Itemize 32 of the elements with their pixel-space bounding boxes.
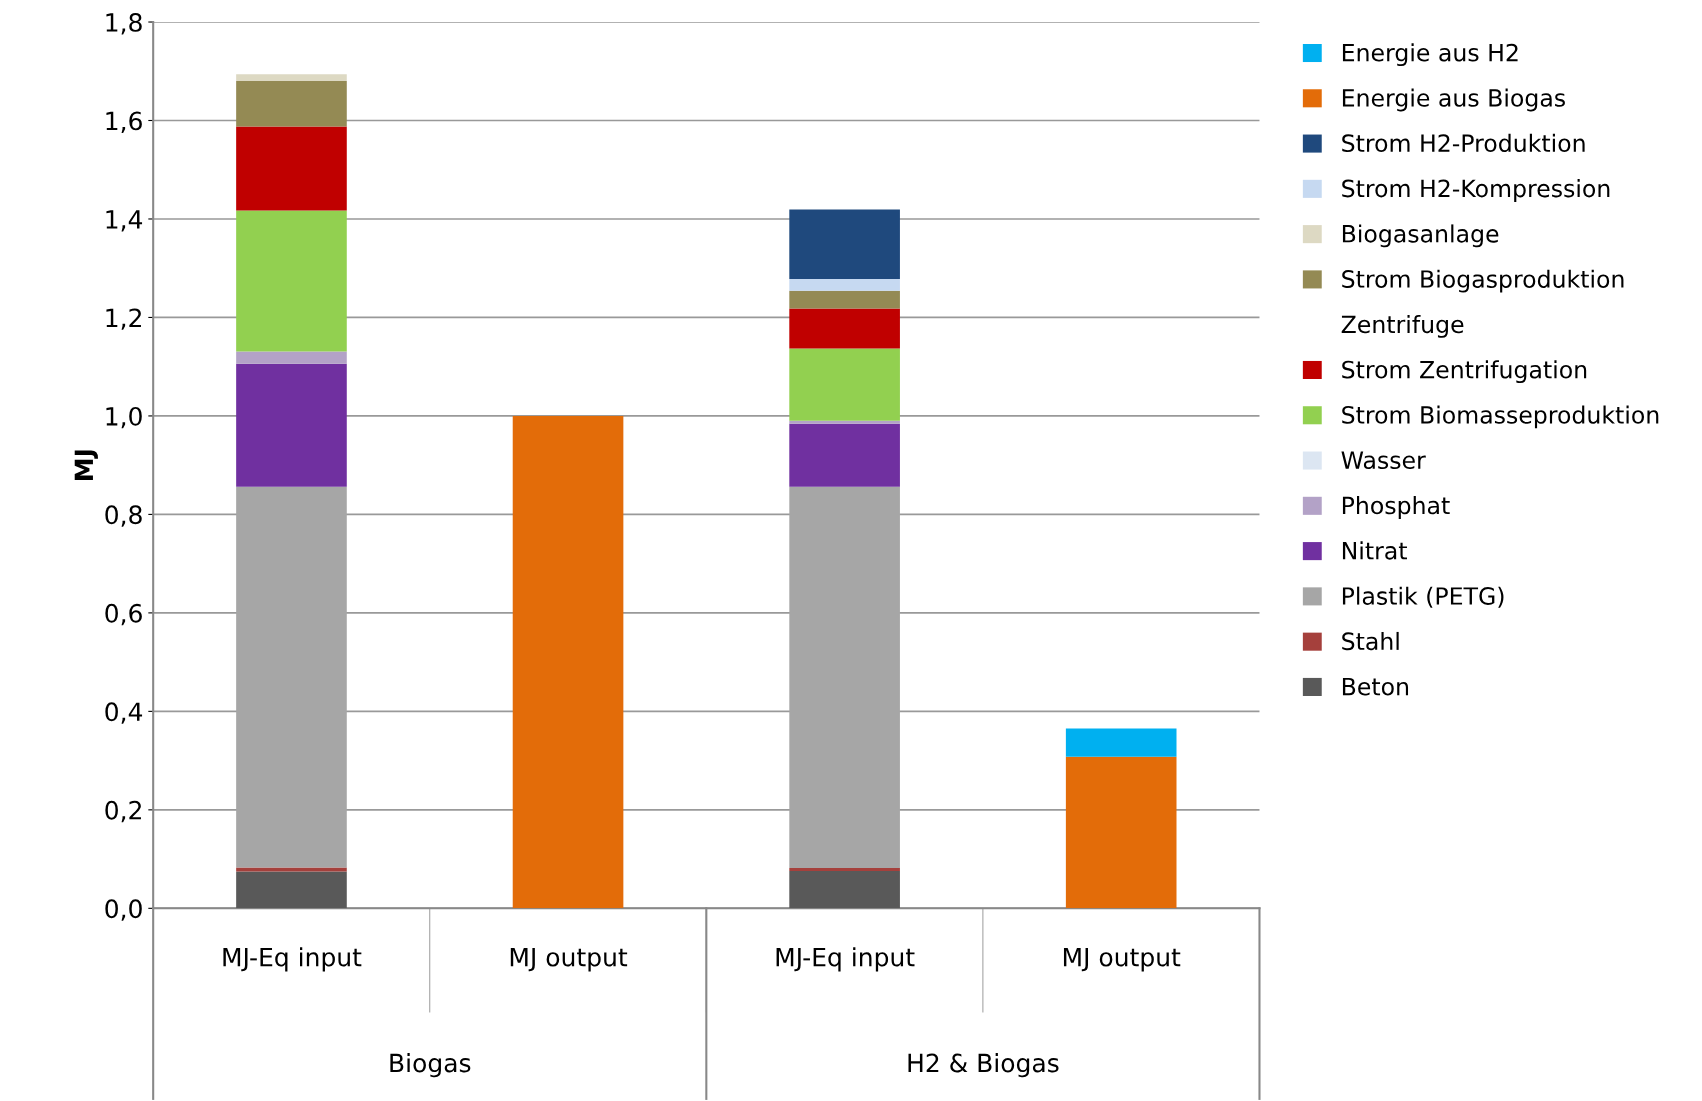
- legend-label: Energie aus Biogas: [1342, 88, 1565, 112]
- legend-label: Nitrat: [1342, 541, 1407, 560]
- y-tick-label: 1,8: [106, 12, 142, 35]
- text: Zentrifuge: [1341, 314, 1464, 338]
- legend-label: Beton: [1342, 677, 1409, 696]
- y-axis-title: MJ: [74, 450, 98, 480]
- x-tick-label: MJ output: [1063, 947, 1181, 972]
- legend-label: Strom H2-Produktion: [1342, 133, 1585, 153]
- text: H2 & Biogas: [908, 1053, 1059, 1078]
- y-tick-label: 0,6: [105, 603, 142, 626]
- x-tick-label: MJ output: [510, 947, 628, 972]
- legend-label: Phosphat: [1342, 496, 1450, 519]
- legend-label: Strom Biomasseproduktion: [1342, 405, 1659, 429]
- y-tick-label: 0,4: [105, 702, 143, 724]
- legend-label: Energie aus H2: [1342, 43, 1518, 67]
- legend-label: Stahl: [1342, 631, 1399, 651]
- legend-label: Biogasanlage: [1342, 224, 1499, 248]
- legend-label: Wasser: [1341, 451, 1426, 470]
- y-tick-label: 1,4: [106, 210, 143, 232]
- y-tick-label: 0,0: [105, 899, 142, 921]
- legend-label: Plastik (PETG): [1342, 586, 1504, 608]
- y-tick-label: 1,6: [106, 111, 142, 133]
- y-tick-label: 1,0: [106, 406, 142, 429]
- legend-label: Strom Biogasproduktion: [1342, 269, 1624, 293]
- y-tick-label: 0,8: [105, 505, 142, 527]
- text: Biogas: [390, 1053, 471, 1078]
- legend-label: Strom Zentrifugation: [1342, 360, 1587, 384]
- legend-label: Strom H2-Kompression: [1342, 179, 1610, 202]
- y-tick-label: 1,2: [106, 308, 141, 330]
- y-tick-label: 0,2: [105, 800, 141, 823]
- x-tick-label: MJ-Eq input: [776, 947, 915, 972]
- x-tick-label: MJ-Eq input: [223, 947, 362, 972]
